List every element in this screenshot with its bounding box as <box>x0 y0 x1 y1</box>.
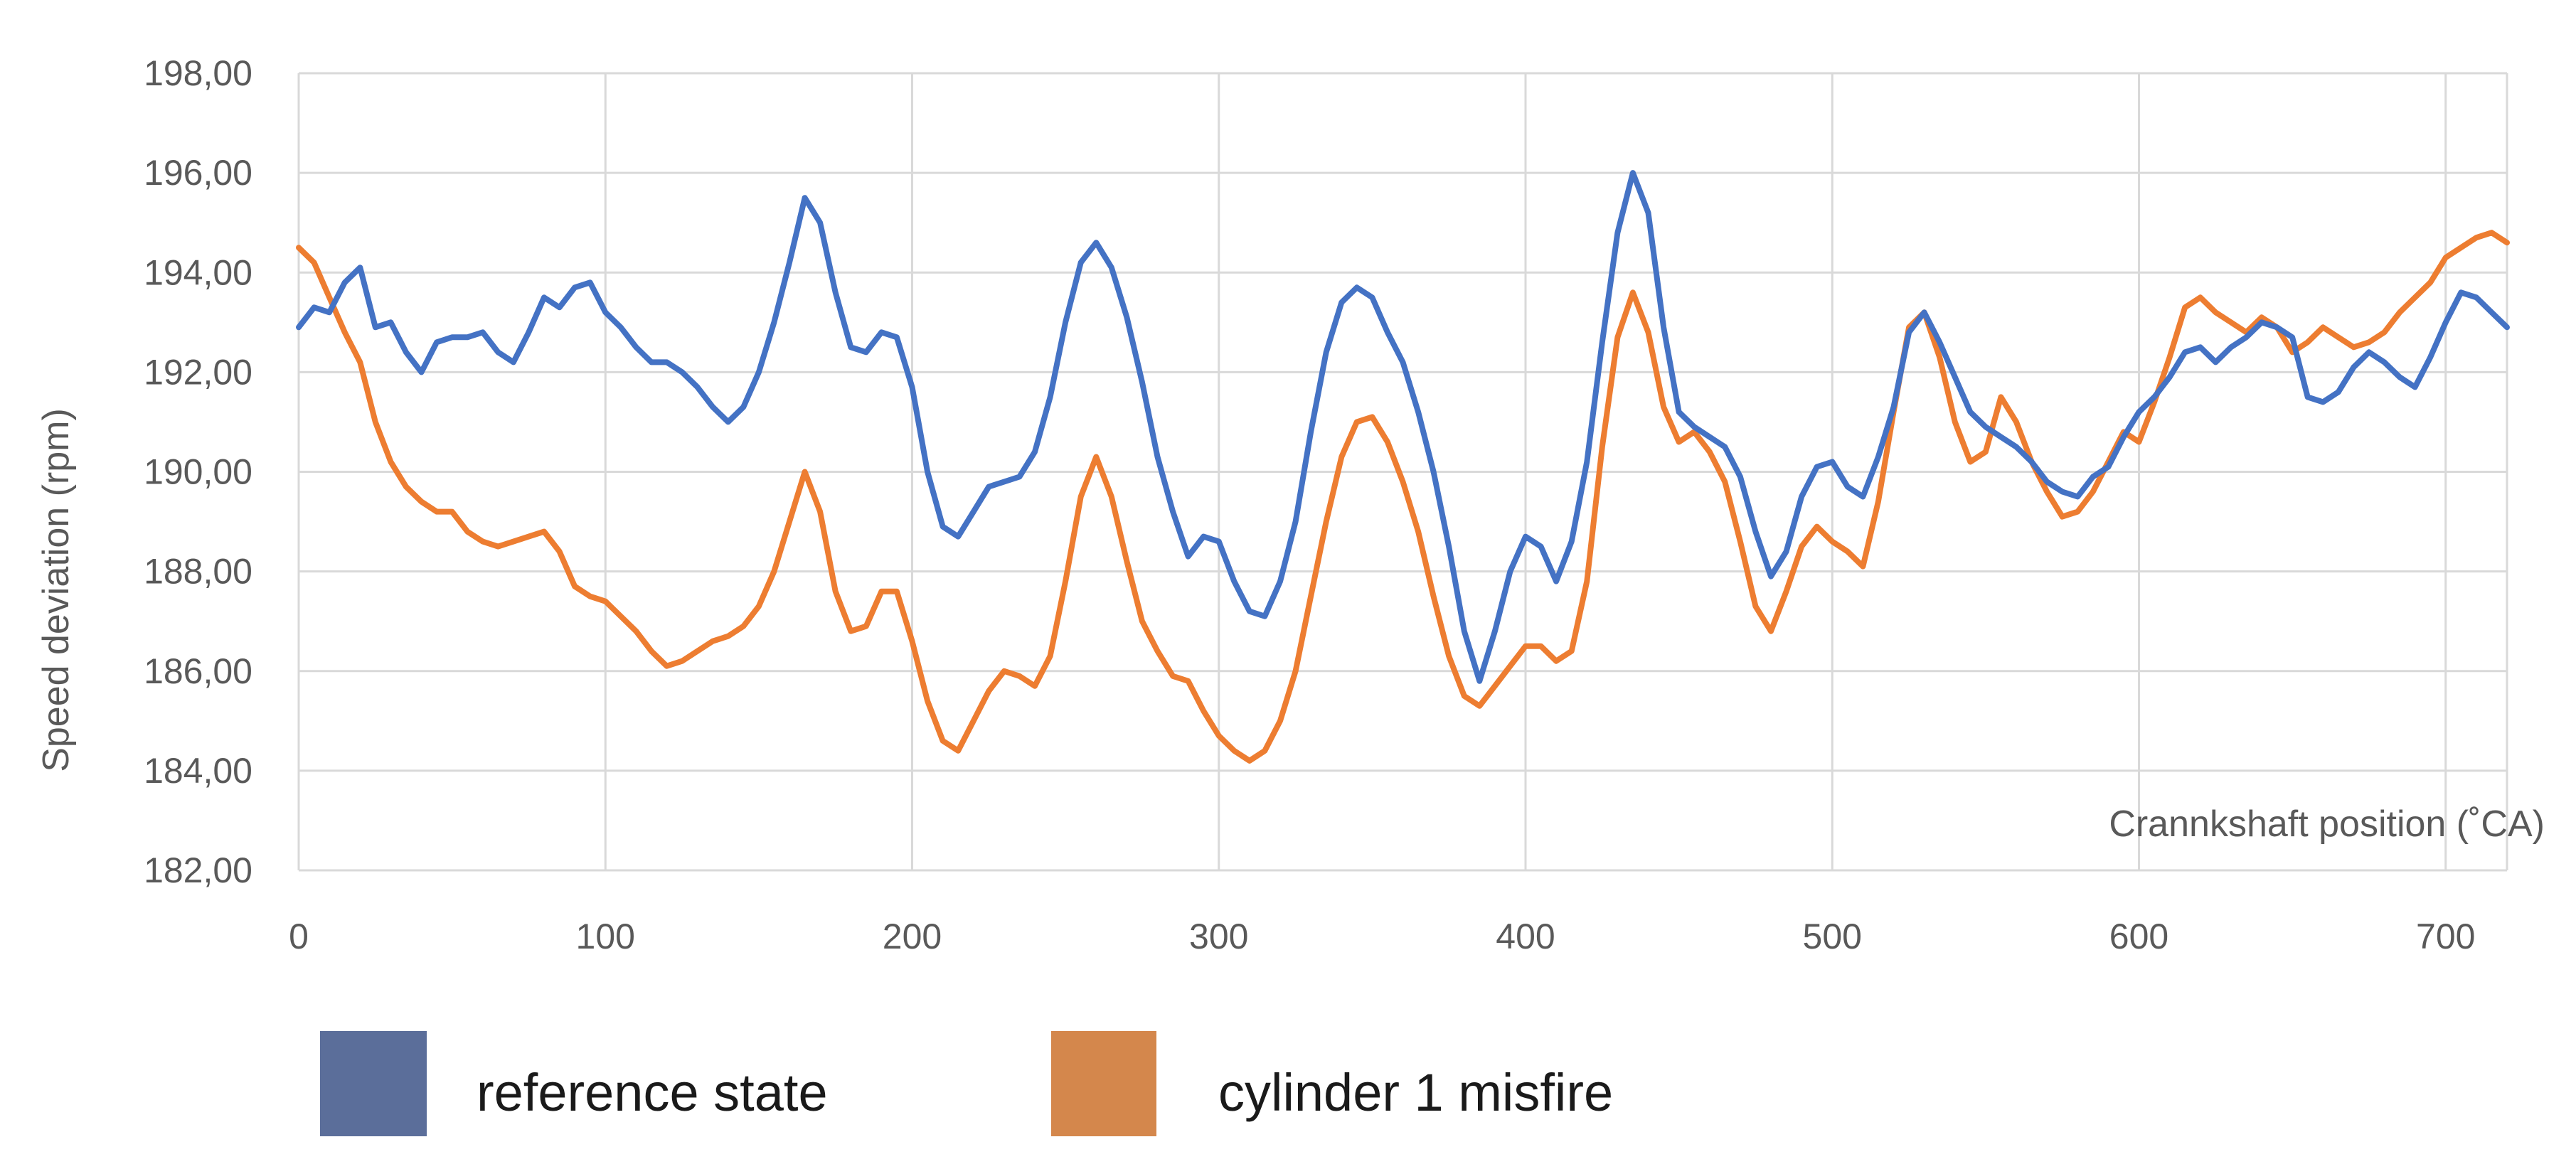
legend-swatch-reference-state <box>320 1031 427 1136</box>
x-tick-label: 100 <box>576 917 635 956</box>
y-tick-label: 198,00 <box>144 53 252 93</box>
legend-label-reference-state: reference state <box>477 1063 828 1122</box>
x-tick-label: 600 <box>2109 917 2168 956</box>
y-tick-label: 182,00 <box>144 850 252 890</box>
y-tick-label: 196,00 <box>144 153 252 193</box>
x-tick-label: 500 <box>1803 917 1862 956</box>
y-tick-label: 190,00 <box>144 452 252 492</box>
x-axis-title: Crannkshaft position (˚CA) <box>2109 803 2545 845</box>
legend-label-cylinder-1-misfire: cylinder 1 misfire <box>1218 1063 1613 1122</box>
x-tick-label: 300 <box>1189 917 1248 956</box>
series-line-reference-state <box>296 170 2510 684</box>
y-axis-title: Speed deviation (rpm) <box>36 408 77 772</box>
y-axis-tick-labels: 182,00 184,00 186,00 188,00 190,00 192,00 194,… <box>144 53 252 890</box>
x-tick-label: 700 <box>2416 917 2475 956</box>
y-tick-label: 192,00 <box>144 352 252 392</box>
y-tick-label: 188,00 <box>144 552 252 592</box>
x-axis-tick-labels: 0 100 200 300 400 500 600 700 <box>289 917 2475 956</box>
x-tick-label: 400 <box>1496 917 1555 956</box>
legend: reference state cylinder 1 misfire <box>320 1031 1613 1136</box>
horizontal-gridlines <box>299 72 2507 872</box>
y-tick-label: 194,00 <box>144 252 252 292</box>
x-tick-label: 0 <box>289 917 309 956</box>
x-tick-label: 200 <box>883 917 942 956</box>
legend-swatch-cylinder-1-misfire <box>1051 1031 1156 1136</box>
y-tick-label: 186,00 <box>144 651 252 691</box>
series-line-cylinder-1-misfire <box>296 230 2510 764</box>
series-lines <box>296 170 2510 764</box>
y-tick-label: 184,00 <box>144 751 252 791</box>
